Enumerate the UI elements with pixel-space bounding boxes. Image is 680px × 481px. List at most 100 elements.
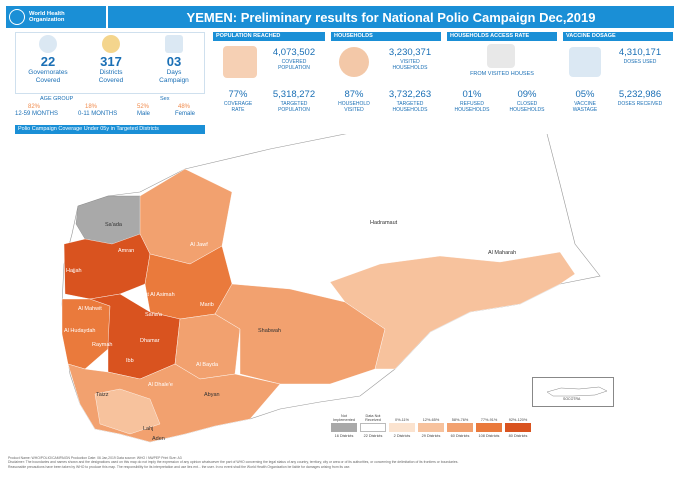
refused-households-label: REFUSED HOUSEHOLDS: [454, 101, 490, 113]
globe-icon: [9, 9, 25, 25]
map-label-al-mahwit: Al Mahwit: [78, 306, 102, 312]
map-label-hadramaut: Hadramaut: [370, 220, 398, 226]
legend-swatch: [505, 423, 531, 432]
legend-0-11: 0%-11% 2 Districts: [388, 412, 416, 438]
region-hadramaut-coast: [329, 251, 576, 370]
coverage-rate-value: 77%: [228, 89, 248, 100]
map-label-al-jawf: Al Jawf: [190, 242, 208, 248]
vaccine-wastage-label: VACCINE WASTAGE: [572, 101, 598, 113]
socotra-island: [546, 386, 608, 397]
legend-swatch: [360, 423, 386, 432]
access-panel: HOUSEHOLDS ACCESS RATE FROM VISITED HOUS…: [447, 32, 557, 120]
region-shabwah: [214, 283, 386, 385]
yemen-map-svg: Sa'ada Hadramaut Al Jawf Al Maharah Hajj…: [61, 123, 601, 443]
doses-used-label: DOSES USED: [623, 59, 657, 65]
org-name: World Health Organization: [29, 10, 65, 23]
stat-governorates: 22 Governorates Covered: [18, 35, 78, 84]
doses-received-label: DOSES RECEIVED: [617, 101, 663, 107]
covered-population-label: COVERED POPULATION: [278, 59, 310, 71]
vaccine-header: VACCINE DOSAGE: [563, 32, 673, 41]
socotra-inset: SOCOTRA: [532, 377, 614, 407]
targeted-households-label: TARGETED HOUSEHOLDS: [392, 101, 428, 113]
legend-swatch: [476, 423, 502, 432]
map-label-aden: Aden: [152, 436, 165, 442]
visited-households-value: 3,230,371: [388, 47, 432, 58]
map-label-al-dhalee: Al Dhale'e: [148, 382, 173, 388]
governorates-icon: [39, 35, 57, 53]
map-label-amanat-al-asimah: Amanat Al Asimah: [130, 292, 175, 298]
page-title: YEMEN: Preliminary results for National …: [108, 6, 674, 28]
map-label-sanaa: Sana'a: [145, 312, 163, 318]
stat-districts: 317 Districts Covered: [81, 35, 141, 84]
legend-swatch: [447, 423, 473, 432]
map-label-al-hudaydah: Al Hudaydah: [64, 328, 96, 334]
calendar-icon: [165, 35, 183, 53]
closed-households-label: CLOSED HOUSEHOLDS: [509, 101, 545, 113]
people-icon: [223, 46, 257, 78]
legend-not-implemented: Not Implemented 16 Districts: [330, 412, 358, 438]
map-label-saada: Sa'ada: [105, 222, 123, 228]
family-icon: [339, 47, 369, 77]
map-label-ibb: Ibb: [126, 358, 134, 364]
coverage-rate-label: COVERAGE RATE: [223, 101, 253, 113]
population-panel: POPULATION REACHED 4,073,502 COVERED POP…: [213, 32, 325, 120]
who-logo: World Health Organization: [6, 6, 106, 28]
households-panel: HOUSEHOLDS 3,230,371 VISITED HOUSEHOLDS …: [331, 32, 441, 120]
male-label: Male: [137, 111, 151, 117]
map-label-lahj: Lahj: [143, 426, 153, 432]
vaccine-vial-icon: [569, 47, 601, 77]
visited-households-label: VISITED HOUSEHOLDS: [392, 59, 428, 71]
sex-label: Sex: [160, 96, 170, 102]
population-header: POPULATION REACHED: [213, 32, 325, 41]
footer-product-line: Product Name: WHO/POLIO/CAMPAIGN Product…: [8, 456, 182, 460]
map-label-marib: Marib: [200, 302, 214, 308]
map-legend: Not Implemented 16 Districts Data Not Re…: [330, 412, 531, 446]
age-pct-0-11: 18%: [85, 104, 98, 110]
legend-swatch: [418, 423, 444, 432]
male-pct: 52%: [137, 104, 150, 110]
summary-stats: 22 Governorates Covered 317 Districts Co…: [15, 32, 205, 94]
access-header: HOUSEHOLDS ACCESS RATE: [447, 32, 557, 41]
targeted-population-value: 5,318,272: [272, 89, 316, 100]
footer-disclaimer-line: Disclaimer: The boundaries and names sho…: [8, 460, 459, 465]
map-header: Polio Campaign Coverage Under 05y in Tar…: [15, 125, 205, 134]
doses-received-value: 5,232,986: [618, 89, 662, 100]
legend-77-91: 77%-91% 108 Districts: [475, 412, 503, 438]
female-label: Female: [175, 111, 196, 117]
stat-days: 03 Days Campaign: [144, 35, 204, 84]
footer-disclaimer: Product Name: WHO/POLIO/CAMPAIGN Product…: [8, 456, 672, 469]
legend-swatch: [389, 423, 415, 432]
refused-households-value: 01%: [462, 89, 482, 100]
location-pin-icon: [102, 35, 120, 53]
households-header: HOUSEHOLDS: [331, 32, 441, 41]
female-pct: 48%: [178, 104, 191, 110]
header-bar: World Health Organization YEMEN: Prelimi…: [6, 6, 674, 28]
socotra-label: SOCOTRA: [563, 397, 581, 401]
socotra-svg: [546, 386, 608, 397]
household-visited-rate-value: 87%: [344, 89, 364, 100]
legend-swatch: [331, 423, 357, 432]
map-label-taizz: Taizz: [96, 392, 109, 398]
age-label-12-59: 12-59 MONTHS: [15, 111, 59, 117]
legend-12-65: 12%-65% 29 Districts: [417, 412, 445, 438]
doses-used-value: 4,310,171: [618, 47, 662, 58]
vaccine-panel: VACCINE DOSAGE 4,310,171 DOSES USED 5,23…: [563, 32, 673, 120]
closed-households-value: 09%: [517, 89, 537, 100]
age-label-0-11: 0-11 MONTHS: [78, 111, 118, 117]
from-visited-label: FROM VISITED HOUSES: [470, 71, 534, 77]
covered-population-value: 4,073,502: [272, 47, 316, 58]
map-label-dhamar: Dhamar: [140, 338, 160, 344]
map-label-amran: Amran: [118, 248, 134, 254]
coverage-map: Sa'ada Hadramaut Al Jawf Al Maharah Hajj…: [0, 123, 680, 454]
map-label-abyan: Abyan: [204, 392, 220, 398]
house-icon: [487, 44, 515, 68]
map-label-hajjah: Hajjah: [66, 268, 82, 274]
household-visited-rate-label: HOUSEHOLD VISITED: [338, 101, 370, 113]
age-pct-12-59: 82%: [28, 104, 41, 110]
vaccine-wastage-value: 05%: [575, 89, 595, 100]
map-label-al-bayda: Al Bayda: [196, 362, 219, 368]
targeted-population-label: TARGETED POPULATION: [278, 101, 310, 113]
legend-data-not-received: Data Not Received 22 Districts: [359, 412, 387, 438]
region-lahj: [94, 388, 161, 435]
footer-responsibility-line: Reasonable precautions have been taken b…: [8, 464, 351, 469]
